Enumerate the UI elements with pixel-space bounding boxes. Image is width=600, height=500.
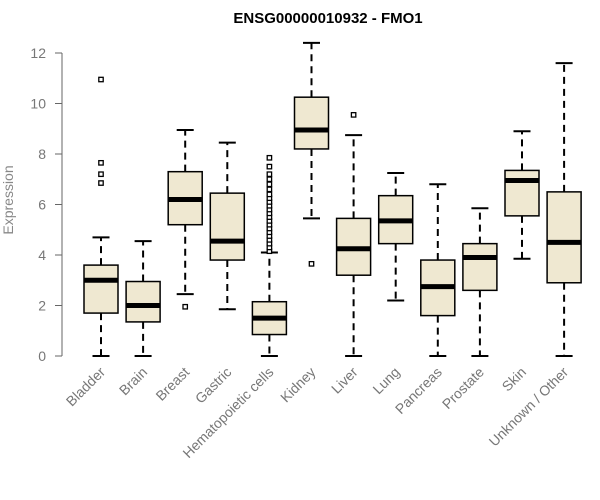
- outlier-point: [98, 159, 104, 166]
- outlier-point: [98, 171, 104, 178]
- y-tick-label: 2: [38, 298, 46, 314]
- box-iqr: [83, 264, 119, 314]
- chart-title: ENSG00000010932 - FMO1: [233, 10, 422, 27]
- x-tick-label: Skin: [499, 364, 530, 395]
- y-tick-label: 4: [38, 247, 46, 263]
- box-group: [377, 171, 414, 302]
- outlier-point: [266, 154, 273, 161]
- outlier-point: [266, 191, 273, 198]
- x-tick-label: Prostate: [439, 364, 487, 412]
- x-tick-label: Unknown / Other: [486, 364, 572, 450]
- box-group: [125, 240, 161, 357]
- outlier-point: [266, 163, 273, 170]
- x-tick-label: Liver: [328, 364, 361, 397]
- y-tick-label: 0: [38, 348, 46, 364]
- outlier-point: [266, 176, 273, 183]
- box-group: [462, 207, 498, 357]
- box-group: [546, 62, 582, 357]
- x-tick-label: Brain: [116, 364, 150, 398]
- box-group: [83, 76, 119, 357]
- box-group: [504, 130, 540, 260]
- outlier-point: [98, 76, 104, 83]
- box-iqr: [293, 96, 330, 150]
- y-tick-label: 6: [38, 197, 46, 213]
- y-axis: 0 2 4 6 8 10 12: [30, 45, 63, 364]
- x-tick-label: Kidney: [277, 364, 319, 406]
- box-group: [335, 112, 372, 357]
- boxes: [83, 41, 582, 357]
- box-iqr: [504, 169, 540, 217]
- x-tick-label: Pancreas: [392, 364, 445, 417]
- x-tick-label: Breast: [152, 364, 192, 404]
- box-iqr: [125, 280, 161, 323]
- outlier-point: [266, 181, 273, 188]
- outlier-point: [350, 112, 357, 118]
- outlier-point: [98, 180, 104, 186]
- box-iqr: [546, 191, 582, 284]
- outlier-point: [308, 260, 315, 267]
- outlier-point: [182, 303, 189, 310]
- box-group: [293, 41, 330, 267]
- x-tick-label: Lung: [369, 364, 402, 397]
- box-group: [251, 154, 288, 357]
- y-tick-label: 10: [30, 96, 46, 112]
- y-axis-title: Expression: [0, 165, 16, 234]
- box-group: [167, 129, 203, 310]
- y-tick-label: 12: [30, 45, 46, 61]
- outlier-point: [266, 171, 273, 178]
- box-iqr: [462, 242, 498, 292]
- outlier-point: [266, 186, 273, 193]
- box-group: [420, 183, 456, 357]
- y-tick-label: 8: [38, 146, 46, 162]
- x-tick-label: Bladder: [63, 364, 109, 410]
- box-group: [209, 141, 246, 311]
- box-iqr: [209, 192, 246, 261]
